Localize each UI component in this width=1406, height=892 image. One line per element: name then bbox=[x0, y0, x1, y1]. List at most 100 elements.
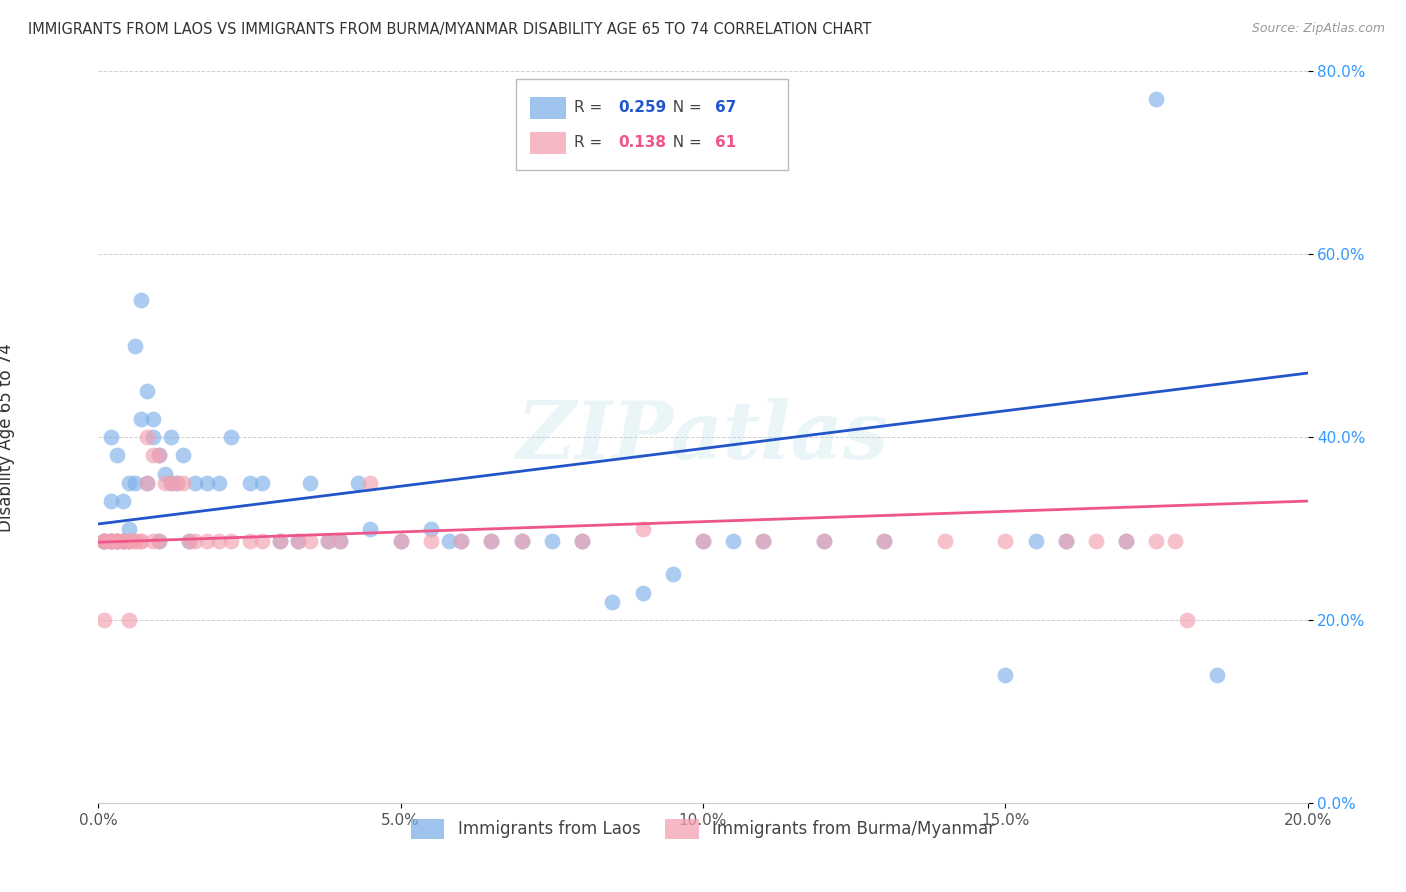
Point bbox=[160, 475, 183, 490]
Point bbox=[316, 534, 339, 549]
Point bbox=[1144, 92, 1167, 106]
Point bbox=[510, 534, 533, 549]
Point bbox=[111, 534, 134, 549]
Point bbox=[1054, 534, 1077, 549]
Point bbox=[239, 534, 262, 549]
Point bbox=[1115, 534, 1137, 549]
Point bbox=[450, 534, 472, 549]
Point bbox=[239, 475, 262, 490]
Point bbox=[118, 534, 141, 549]
Point bbox=[100, 534, 122, 549]
Point bbox=[118, 534, 141, 549]
Point bbox=[316, 534, 339, 549]
Text: 0.259: 0.259 bbox=[619, 100, 666, 115]
Point bbox=[166, 475, 188, 490]
Point bbox=[184, 475, 207, 490]
Point bbox=[195, 475, 218, 490]
Point bbox=[111, 494, 134, 508]
Point bbox=[142, 430, 165, 444]
Point bbox=[124, 475, 146, 490]
Point bbox=[100, 534, 122, 549]
Point bbox=[299, 534, 322, 549]
Point bbox=[692, 534, 714, 549]
Point bbox=[360, 475, 382, 490]
Point bbox=[105, 534, 128, 549]
Point bbox=[135, 430, 157, 444]
Point bbox=[437, 534, 460, 549]
Point bbox=[105, 534, 128, 549]
Point bbox=[1144, 534, 1167, 549]
Point bbox=[692, 534, 714, 549]
Point bbox=[135, 475, 157, 490]
Point bbox=[250, 534, 273, 549]
Point bbox=[208, 534, 231, 549]
Text: R =: R = bbox=[574, 135, 607, 150]
Point bbox=[250, 475, 273, 490]
Point bbox=[389, 534, 412, 549]
Point bbox=[287, 534, 309, 549]
Point bbox=[631, 585, 654, 599]
Point bbox=[100, 534, 122, 549]
Point bbox=[93, 534, 115, 549]
Point bbox=[118, 521, 141, 535]
Point bbox=[420, 534, 443, 549]
Text: N =: N = bbox=[664, 100, 707, 115]
Point bbox=[118, 475, 141, 490]
Point bbox=[124, 338, 146, 352]
Point bbox=[631, 521, 654, 535]
Point bbox=[93, 534, 115, 549]
Point bbox=[873, 534, 896, 549]
Point bbox=[111, 534, 134, 549]
Point bbox=[994, 534, 1017, 549]
Text: 67: 67 bbox=[716, 100, 737, 115]
Point bbox=[540, 534, 562, 549]
Point bbox=[111, 534, 134, 549]
Point bbox=[166, 475, 188, 490]
Point bbox=[118, 613, 141, 627]
Point bbox=[481, 534, 503, 549]
Point bbox=[142, 534, 165, 549]
Text: ZIPatlas: ZIPatlas bbox=[517, 399, 889, 475]
Point bbox=[994, 667, 1017, 681]
Text: IMMIGRANTS FROM LAOS VS IMMIGRANTS FROM BURMA/MYANMAR DISABILITY AGE 65 TO 74 CO: IMMIGRANTS FROM LAOS VS IMMIGRANTS FROM … bbox=[28, 22, 872, 37]
FancyBboxPatch shape bbox=[516, 78, 787, 170]
Point bbox=[299, 475, 322, 490]
Point bbox=[142, 448, 165, 462]
Point bbox=[195, 534, 218, 549]
Point bbox=[160, 475, 183, 490]
Point bbox=[450, 534, 472, 549]
Point bbox=[1024, 534, 1046, 549]
Point bbox=[93, 534, 115, 549]
Text: R =: R = bbox=[574, 100, 607, 115]
Point bbox=[481, 534, 503, 549]
Point bbox=[135, 475, 157, 490]
Point bbox=[148, 448, 170, 462]
Point bbox=[100, 430, 122, 444]
Point bbox=[723, 534, 745, 549]
Point bbox=[93, 613, 115, 627]
Point bbox=[100, 534, 122, 549]
Point bbox=[221, 430, 243, 444]
Point bbox=[752, 534, 775, 549]
Point bbox=[329, 534, 352, 549]
Point bbox=[934, 534, 956, 549]
Point bbox=[172, 475, 194, 490]
Point bbox=[148, 448, 170, 462]
Point bbox=[420, 521, 443, 535]
Point bbox=[1163, 534, 1185, 549]
Point bbox=[118, 534, 141, 549]
Point bbox=[100, 534, 122, 549]
Text: N =: N = bbox=[664, 135, 707, 150]
Point bbox=[1206, 667, 1229, 681]
Point bbox=[124, 534, 146, 549]
Point bbox=[129, 534, 152, 549]
Point bbox=[360, 521, 382, 535]
Point bbox=[752, 534, 775, 549]
Text: Source: ZipAtlas.com: Source: ZipAtlas.com bbox=[1251, 22, 1385, 36]
Point bbox=[160, 430, 183, 444]
Point bbox=[813, 534, 835, 549]
Point bbox=[105, 448, 128, 462]
Point bbox=[179, 534, 201, 549]
Point bbox=[153, 475, 176, 490]
Point bbox=[1115, 534, 1137, 549]
